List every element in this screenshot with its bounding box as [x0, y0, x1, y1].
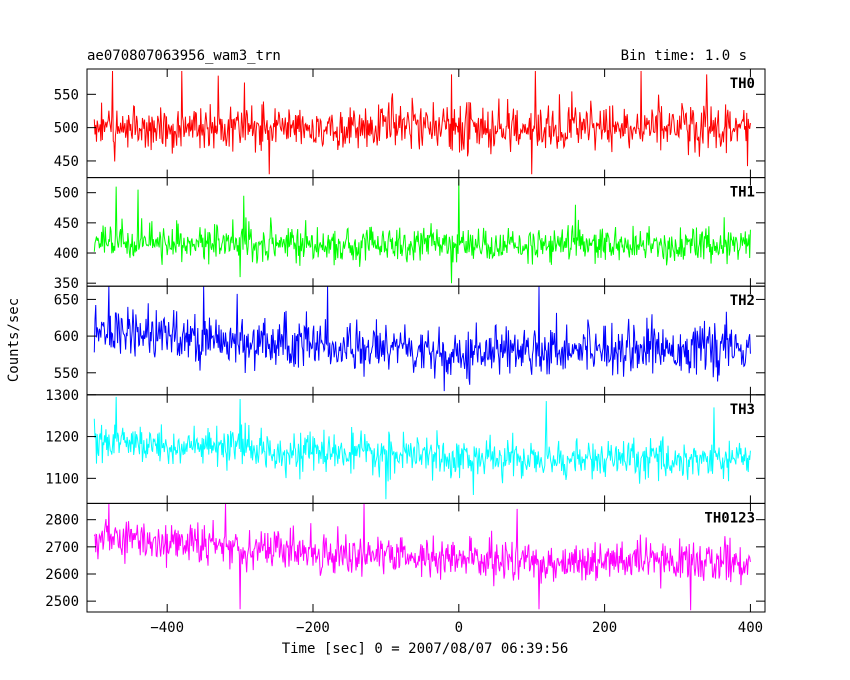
panel-th0123: 2500 2600 2700 2800 TH0123	[45, 502, 766, 613]
x-tick-label: 400	[738, 620, 763, 636]
y-tick-label: 550	[54, 366, 79, 382]
x-axis-label: Time [sec] 0 = 2007/08/07 06:39:56	[282, 641, 569, 657]
y-tick-label: 450	[54, 216, 79, 232]
panel-label-th1: TH1	[730, 185, 755, 201]
y-tick-label: 450	[54, 154, 79, 170]
y-tick-label: 500	[54, 121, 79, 137]
panel-label-th0: TH0	[730, 76, 755, 92]
x-tick-label: 200	[592, 620, 617, 636]
series-line-th0	[93, 70, 751, 175]
y-tick-label: 1100	[45, 471, 79, 487]
panel-frame	[86, 177, 766, 287]
y-tick-label: 650	[54, 292, 79, 308]
y-tick-label: 600	[54, 329, 79, 345]
y-axis-label: Counts/sec	[6, 298, 22, 382]
panels-group: 450 500 550 TH0 350 400 450 500 TH1 550 600 650 TH2 1…	[45, 68, 766, 636]
y-tick-label: 2600	[45, 567, 79, 583]
series-line-th2	[93, 286, 751, 392]
chart-title: ae070807063956_wam3_trn	[87, 48, 281, 64]
y-tick-label: 400	[54, 246, 79, 262]
y-tick-label: 2700	[45, 540, 79, 556]
y-tick-label: 1200	[45, 430, 79, 446]
series-line-th3	[93, 396, 751, 500]
series-line-th0123	[93, 503, 751, 611]
y-tick-label: 350	[54, 276, 79, 292]
panel-label-th0123: TH0123	[704, 510, 755, 526]
panel-frame	[86, 502, 766, 613]
series-line-th1	[93, 179, 751, 284]
y-tick-label: 1300	[45, 388, 79, 404]
panel-th2: 550 600 650 TH2	[54, 285, 766, 396]
x-axis: −400 −200 0 200 400	[150, 620, 763, 636]
panel-label-th2: TH2	[730, 293, 755, 309]
y-tick-label: 550	[54, 87, 79, 103]
panel-th1: 350 400 450 500 TH1	[54, 177, 766, 292]
x-tick-label: −200	[296, 620, 330, 636]
y-tick-label: 500	[54, 186, 79, 202]
x-tick-label: 0	[455, 620, 463, 636]
x-tick-label: −400	[150, 620, 184, 636]
panel-th3: 1100 1200 1300 TH3	[45, 388, 766, 504]
panel-th0: 450 500 550 TH0	[54, 68, 766, 179]
y-tick-label: 2500	[45, 594, 79, 610]
panel-label-th3: TH3	[730, 402, 755, 418]
y-tick-label: 2800	[45, 513, 79, 529]
bin-time-label: Bin time: 1.0 s	[621, 48, 747, 64]
